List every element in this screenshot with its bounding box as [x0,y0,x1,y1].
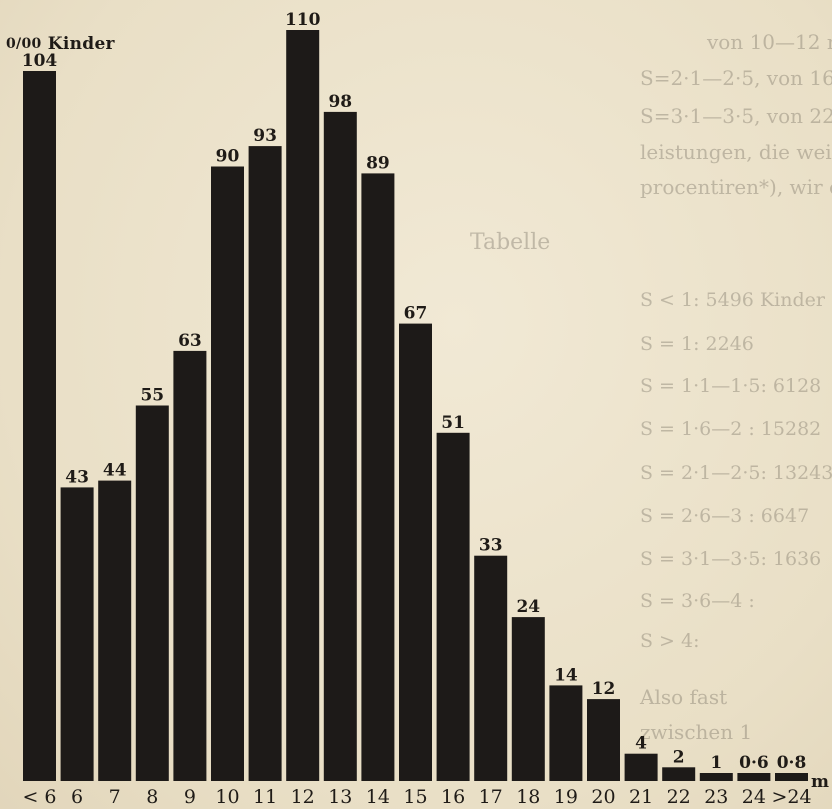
x-tick-label: 6 [71,786,83,808]
bar [248,146,282,782]
background-text-line: procentiren*), wir obige Zahlen, so erha… [640,175,832,199]
background-text-line: leistungen, die weiter als 24 m, also al… [640,140,832,164]
bar [662,767,696,781]
bar [23,71,56,781]
x-tick-label: 7 [109,786,121,808]
background-text-line: S < 1: 5496 Kinder [640,289,825,311]
bar [173,350,207,781]
background-text-line: S = 3·1—3·5: 1636 [640,548,822,570]
bar [323,111,357,781]
bar [361,173,395,781]
bar [135,405,169,781]
background-text-line: S = 3·6—4 : [640,590,755,612]
bar-value-label: 44 [103,461,127,481]
background-text-line: S > 4: [640,630,700,652]
x-tick-label: 19 [554,786,578,808]
bar-value-label: 93 [253,126,277,146]
bar [549,685,583,781]
background-text-line: Tabelle [470,230,551,255]
bar-value-label: 90 [216,147,240,167]
x-tick-label: 22 [667,786,691,808]
background-text-line: S = 1: 2246 [640,333,754,355]
bar-value-label: 14 [554,665,578,685]
background-text-line: zwischen 1 [640,720,753,744]
x-tick-label: 9 [184,786,196,808]
background-text-line: S = 2·1—2·5: 13243 [640,462,832,484]
background-text-line: von 10—12 m S=1·6—2; von 13—15 m [707,30,832,54]
bar [98,480,132,781]
bar [211,166,244,781]
bar-value-label: 63 [178,331,202,351]
bar-value-label: 0·6 [739,753,769,773]
x-tick-label: 11 [253,786,277,808]
x-tick-label: 18 [516,786,540,808]
y-axis-word: Kinder [47,34,115,54]
x-tick-label: 17 [479,786,503,808]
x-tick-label: 13 [328,786,352,808]
x-tick-label: >24 [771,786,811,808]
x-tick-label: 21 [629,786,653,808]
x-tick-label: 12 [291,786,315,808]
bar [775,773,808,781]
bar-value-label: 1 [710,753,722,773]
bar-value-label: 0·8 [777,753,807,773]
background-text-line: S=3·1—3·5, von 22—24 m S=3·6—4 und alle … [640,104,832,128]
bar [474,555,508,781]
y-axis-label: 0/00 Kinder [6,34,115,54]
bar [511,617,545,781]
x-tick-label: 14 [366,786,390,808]
x-tick-label: 24 [742,786,766,808]
bar [399,323,432,781]
background-text-line: S=2·1—2·5, von 16—18 m S=2·6—3, von 19—2… [640,66,832,90]
bar-value-label: 89 [366,153,390,173]
bar [624,753,658,781]
bar [737,773,771,781]
x-tick-label: < 6 [22,786,56,808]
background-text-line: Also fast [640,685,728,709]
x-tick-label: 10 [215,786,239,808]
background-text-line: S = 1·1—1·5: 6128 [640,375,822,397]
x-tick-label: 15 [403,786,427,808]
bar [587,699,620,781]
background-text-line: S = 2·6—3 : 6647 [640,505,810,527]
bar-value-label: 110 [285,10,321,30]
bar-value-label: 12 [592,679,616,699]
bar-value-label: 104 [22,51,58,71]
bar-value-label: 43 [65,467,89,487]
bar-value-label: 98 [328,92,352,112]
bar [699,773,733,781]
bar [60,487,94,781]
bar-value-label: 67 [404,304,428,324]
x-tick-label: 16 [441,786,465,808]
bar [286,30,320,781]
bar-value-label: 4 [635,734,647,754]
x-tick-label: 23 [704,786,728,808]
x-axis-unit-label: m [811,772,829,792]
bar [436,432,470,781]
bar-value-label: 55 [140,386,164,406]
bar-value-label: 24 [516,597,540,617]
bar-value-label: 51 [441,413,465,433]
background-text-line: S = 1·6—2 : 15282 [640,418,822,440]
x-tick-label: 20 [591,786,615,808]
x-tick-label: 8 [146,786,158,808]
y-axis-unit: 0/00 [6,36,42,52]
bar-value-label: 33 [479,536,503,556]
bar-value-label: 2 [673,747,685,767]
